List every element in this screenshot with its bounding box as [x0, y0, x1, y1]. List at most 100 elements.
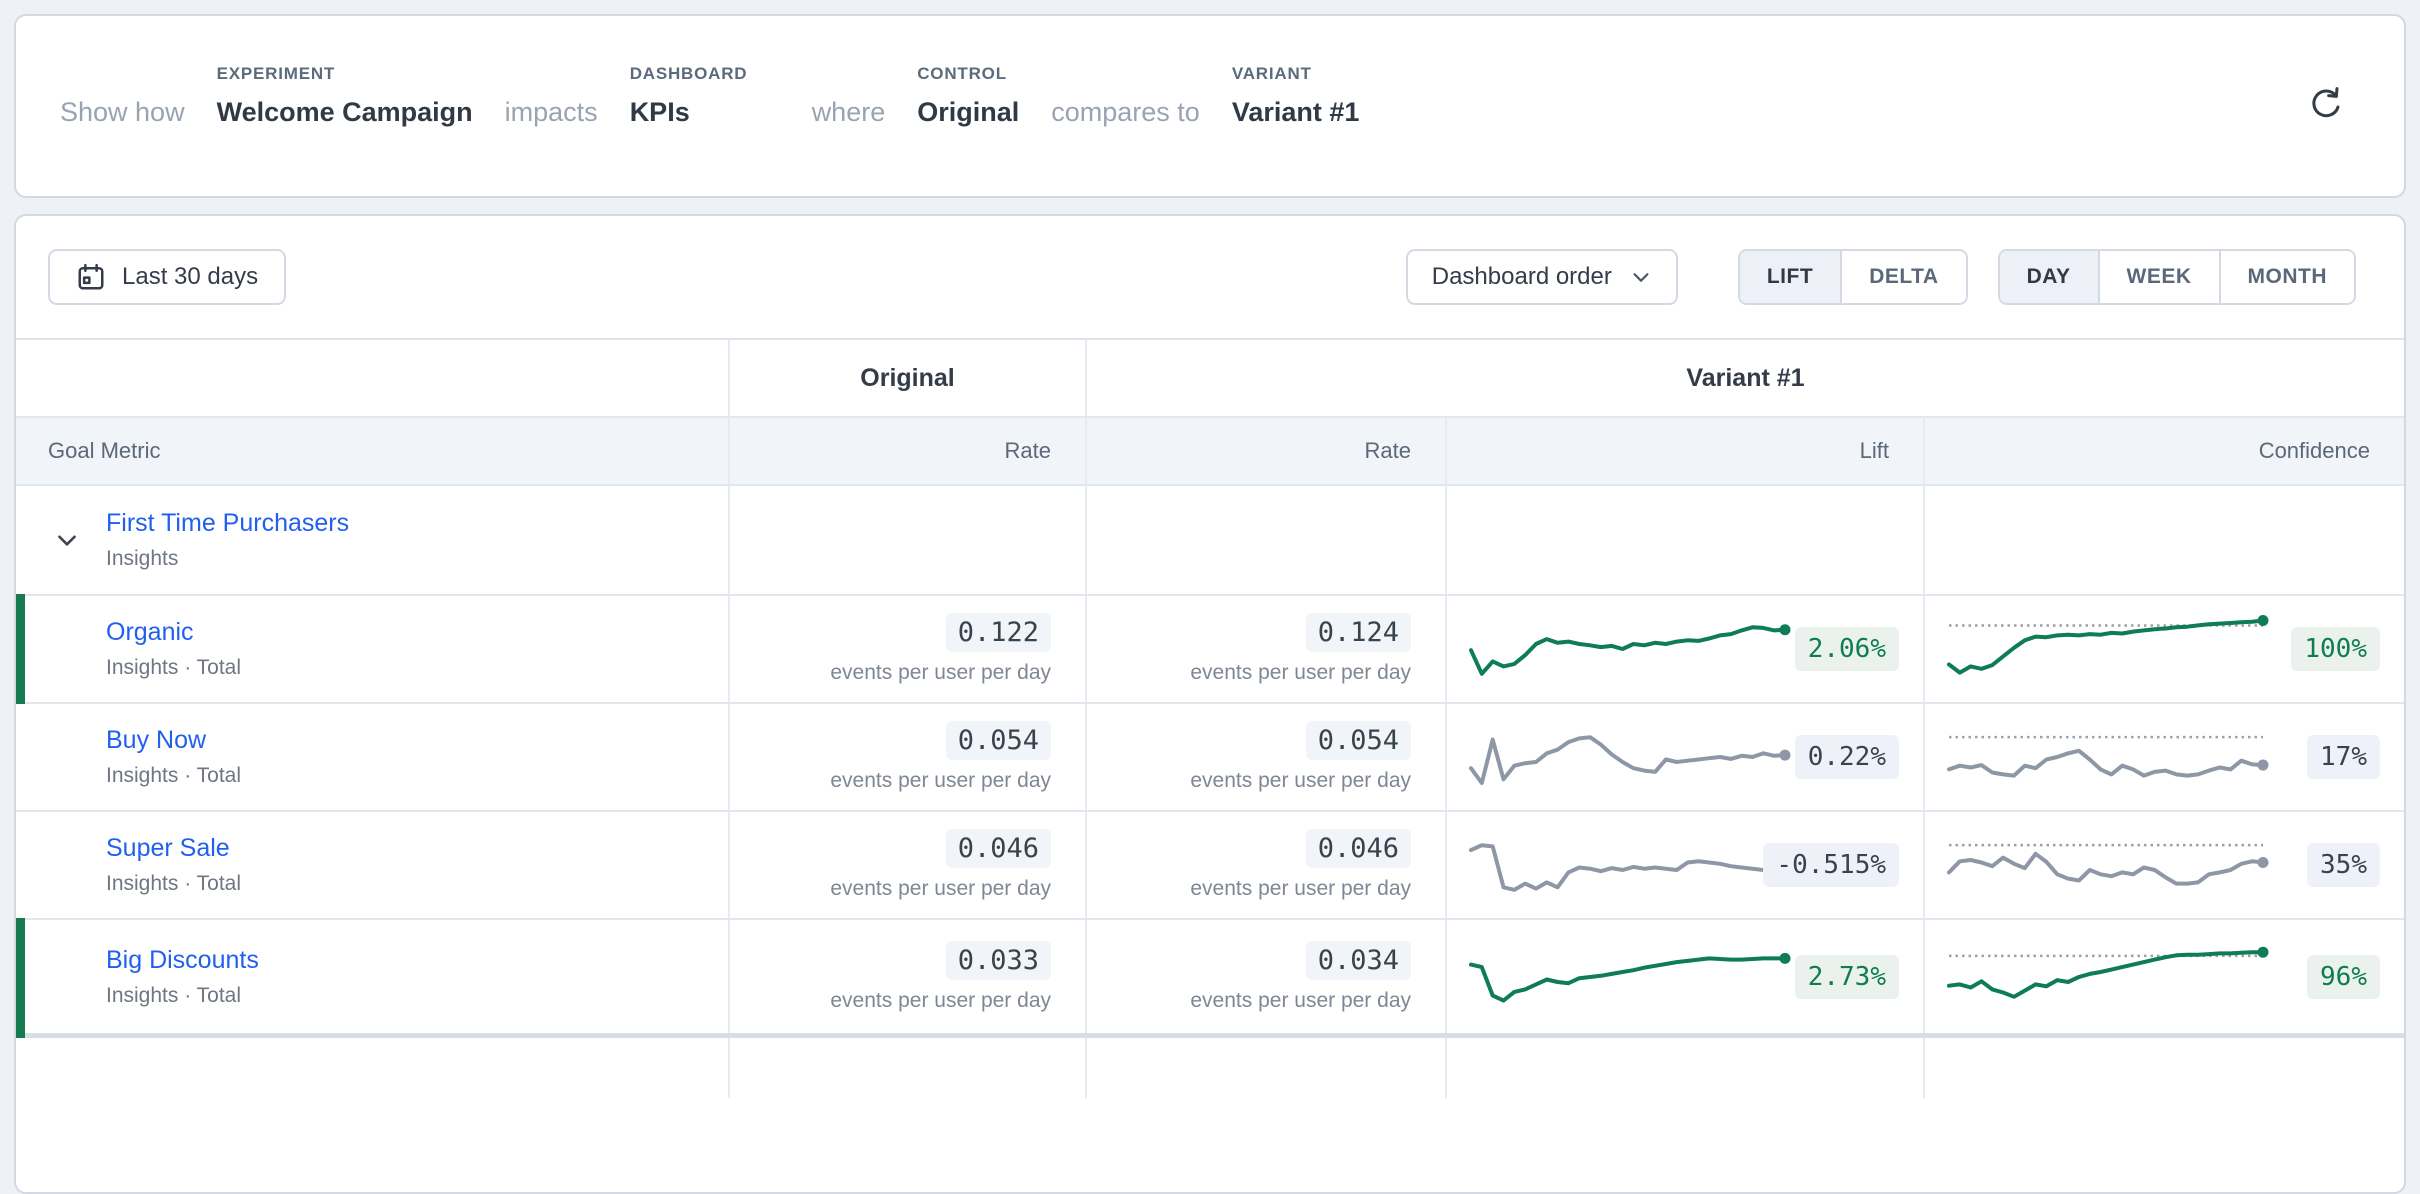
confidence-value: 100% [2291, 627, 2380, 671]
variant-rate-unit: events per user per day [1190, 769, 1411, 792]
variant-rate-value: 0.054 [1305, 721, 1411, 760]
confidence-sparkline [1947, 946, 2269, 999]
toggle-lift[interactable]: LIFT [1739, 251, 1841, 303]
refresh-icon [2312, 87, 2340, 118]
table-row: Big Discounts Insights · Total 0.033 eve… [16, 918, 2404, 1038]
sentence-where: where [811, 97, 886, 127]
variant-rate-header: Rate [1087, 418, 1447, 484]
lift-value: 2.73% [1794, 954, 1899, 999]
toolbar: Last 30 days Dashboard order LIFT DELTA … [16, 216, 2404, 305]
dashboard-selector[interactable]: DASHBOARD KPIs [630, 64, 780, 130]
variant-header-row: Original Variant #1 [16, 340, 2404, 418]
confidence-value: 96% [2307, 954, 2380, 999]
control-header-cell: Original [730, 340, 1087, 416]
report-header-panel: Show how EXPERIMENT Welcome Campaign imp… [14, 14, 2406, 198]
metric-link[interactable]: Organic [106, 618, 194, 646]
refresh-button[interactable] [2300, 78, 2352, 130]
control-rate-unit: events per user per day [830, 877, 1051, 900]
variant-label: VARIANT [1231, 64, 1312, 83]
confidence-sparkline [1947, 843, 2269, 886]
empty-cell [730, 486, 1087, 594]
empty-cell [1925, 486, 2404, 594]
confidence-sparkline [1947, 735, 2269, 778]
date-range-label: Last 30 days [122, 263, 259, 290]
table-row-partial [16, 1038, 2404, 1098]
significance-strip [16, 594, 25, 704]
experiment-value[interactable]: Welcome Campaign [216, 97, 473, 127]
empty-cell [1447, 486, 1925, 594]
report-sentence: Show how EXPERIMENT Welcome Campaign imp… [60, 64, 1359, 130]
experiment-selector[interactable]: EXPERIMENT Welcome Campaign [217, 64, 473, 130]
sentence-compares-to: compares to [1051, 97, 1200, 127]
chevron-down-icon [1633, 273, 1649, 282]
lift-sparkline [1469, 624, 1791, 676]
control-rate-header: Rate [730, 418, 1087, 484]
goal-metric-header: Goal Metric [16, 418, 730, 484]
date-range-button[interactable]: Last 30 days [48, 249, 287, 305]
metric-subtitle: Insights · Total [106, 764, 242, 787]
control-rate-value: 0.046 [945, 829, 1051, 868]
sentence-show-how: Show how [60, 97, 185, 127]
variant-selector[interactable]: VARIANT Variant #1 [1232, 64, 1360, 130]
variant-rate-value: 0.124 [1305, 613, 1411, 652]
table-row: Buy Now Insights · Total 0.054 events pe… [16, 704, 2404, 812]
metric-link[interactable]: Buy Now [106, 726, 207, 754]
variant-rate-value: 0.034 [1305, 940, 1411, 980]
confidence-header: Confidence [2258, 438, 2370, 463]
column-header-row: Goal Metric Rate Rate Lift Confidence [16, 418, 2404, 486]
metric-group-row: First Time Purchasers Insights [16, 486, 2404, 596]
metric-subtitle: Insights · Total [106, 656, 242, 679]
lift-sparkline [1469, 952, 1791, 1003]
experiment-label: EXPERIMENT [216, 64, 336, 83]
control-rate-value: 0.122 [945, 613, 1051, 652]
lift-header: Lift [1447, 418, 1925, 484]
variant-header-cell: Variant #1 [1087, 340, 2404, 416]
table-row: Super Sale Insights · Total 0.046 events… [16, 812, 2404, 920]
confidence-value: 35% [2307, 843, 2380, 887]
metric-group-link[interactable]: First Time Purchasers [106, 509, 350, 537]
lift-value: 2.06% [1794, 627, 1899, 671]
control-selector[interactable]: CONTROL Original [917, 64, 1019, 130]
table-row: Organic Insights · Total 0.122 events pe… [16, 594, 2404, 704]
variant-value[interactable]: Variant #1 [1231, 97, 1360, 127]
confidence-value: 17% [2307, 735, 2380, 779]
control-rate-value: 0.033 [945, 940, 1051, 980]
significance-strip [16, 918, 25, 1038]
variant-rate-unit: events per user per day [1190, 877, 1411, 900]
variant-rate-unit: events per user per day [1190, 661, 1411, 684]
dashboard-label: DASHBOARD [629, 64, 748, 83]
confidence-sparkline [1947, 614, 2269, 675]
toggle-month[interactable]: MONTH [2218, 251, 2354, 303]
metric-subtitle: Insights · Total [106, 872, 242, 895]
variant-header-empty-cell [16, 340, 730, 416]
metric-group-subtitle: Insights [106, 547, 179, 570]
results-table: Original Variant #1 Goal Metric Rate Rat… [16, 338, 2404, 1098]
variant-rate-value: 0.046 [1305, 829, 1411, 868]
control-rate-unit: events per user per day [830, 769, 1051, 792]
control-rate-unit: events per user per day [830, 661, 1051, 684]
calendar-icon [78, 263, 104, 290]
sentence-impacts: impacts [504, 97, 598, 127]
control-rate-unit: events per user per day [830, 988, 1051, 1012]
lift-value: -0.515% [1763, 843, 1899, 887]
control-value[interactable]: Original [917, 97, 1020, 127]
control-label: CONTROL [917, 64, 1007, 83]
metric-link[interactable]: Super Sale [106, 834, 230, 862]
variant-header: Variant #1 [1686, 363, 1805, 392]
toggle-day[interactable]: DAY [1999, 251, 2098, 303]
toggle-week[interactable]: WEEK [2097, 251, 2219, 303]
lift-sparkline [1469, 735, 1791, 785]
control-rate-value: 0.054 [945, 721, 1051, 760]
dashboard-order-dropdown[interactable]: Dashboard order [1405, 249, 1678, 305]
expander-chevron-icon[interactable] [54, 527, 80, 553]
dashboard-panel: Last 30 days Dashboard order LIFT DELTA … [14, 214, 2406, 1194]
granularity-toggle: DAY WEEK MONTH [1997, 249, 2356, 305]
toggle-delta[interactable]: DELTA [1840, 251, 1966, 303]
dashboard-value[interactable]: KPIs [629, 97, 690, 127]
empty-cell [1087, 486, 1447, 594]
metric-link[interactable]: Big Discounts [106, 945, 259, 974]
lift-value: 0.22% [1794, 735, 1899, 779]
lift-sparkline [1469, 843, 1764, 892]
variant-rate-unit: events per user per day [1190, 988, 1411, 1012]
dashboard-order-label: Dashboard order [1431, 263, 1612, 290]
